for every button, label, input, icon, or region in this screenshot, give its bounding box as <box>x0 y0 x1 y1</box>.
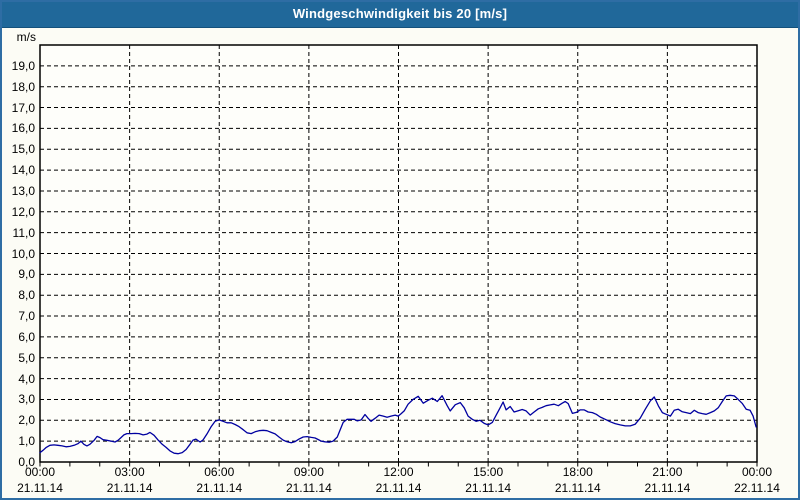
y-tick-label-15,0: 15,0 <box>11 142 35 157</box>
y-tick-label-19,0: 19,0 <box>11 58 35 73</box>
y-tick-label-14,0: 14,0 <box>11 163 35 178</box>
x-tick-time-24: 00:00 <box>741 465 773 479</box>
y-tick-label-7,0: 7,0 <box>18 309 35 324</box>
y-tick-label-9,0: 9,0 <box>18 267 35 282</box>
x-tick-date-24: 22.11.14 <box>734 481 780 495</box>
chart-title: Windgeschwindigkeit bis 20 [m/s] <box>292 6 508 21</box>
x-tick-time-21: 21:00 <box>652 465 683 479</box>
x-tick-date-15: 21.11.14 <box>465 481 512 495</box>
y-tick-label-5,0: 5,0 <box>18 350 35 365</box>
x-tick-time-18: 18:00 <box>562 465 593 479</box>
x-tick-date-21: 21.11.14 <box>644 481 691 495</box>
y-axis-unit-label: m/s <box>16 30 36 44</box>
y-tick-label-11,0: 11,0 <box>12 225 35 240</box>
y-tick-label-10,0: 10,0 <box>11 246 35 261</box>
y-tick-label-12,0: 12,0 <box>11 204 35 219</box>
x-tick-time-3: 03:00 <box>114 465 145 479</box>
x-tick-date-12: 21.11.14 <box>375 481 422 495</box>
x-tick-time-6: 06:00 <box>204 465 235 479</box>
x-tick-time-15: 15:00 <box>473 465 504 479</box>
y-tick-label-0,0: 0,0 <box>18 455 35 469</box>
y-tick-label-4,0: 4,0 <box>18 371 35 386</box>
x-tick-time-0: 00:00 <box>24 465 56 479</box>
x-tick-date-0: 21.11.14 <box>17 481 63 495</box>
chart-title-bar: Windgeschwindigkeit bis 20 [m/s] <box>0 0 800 28</box>
y-tick-label-6,0: 6,0 <box>18 329 35 344</box>
x-tick-date-6: 21.11.14 <box>196 481 243 495</box>
x-tick-time-12: 12:00 <box>383 465 414 479</box>
y-tick-label-3,0: 3,0 <box>18 392 35 407</box>
y-tick-label-1,0: 1,0 <box>18 434 35 449</box>
x-tick-date-3: 21.11.14 <box>106 481 153 495</box>
y-tick-label-18,0: 18,0 <box>11 79 35 94</box>
y-tick-label-13,0: 13,0 <box>11 183 35 198</box>
y-tick-label-2,0: 2,0 <box>18 413 35 428</box>
wind-speed-series <box>39 394 757 455</box>
y-tick-label-8,0: 8,0 <box>18 288 35 303</box>
y-tick-label-17,0: 17,0 <box>11 100 35 115</box>
y-tick-label-16,0: 16,0 <box>11 121 35 136</box>
x-tick-date-18: 21.11.14 <box>554 481 601 495</box>
x-tick-date-9: 21.11.14 <box>285 481 332 495</box>
x-tick-time-9: 09:00 <box>293 465 324 479</box>
